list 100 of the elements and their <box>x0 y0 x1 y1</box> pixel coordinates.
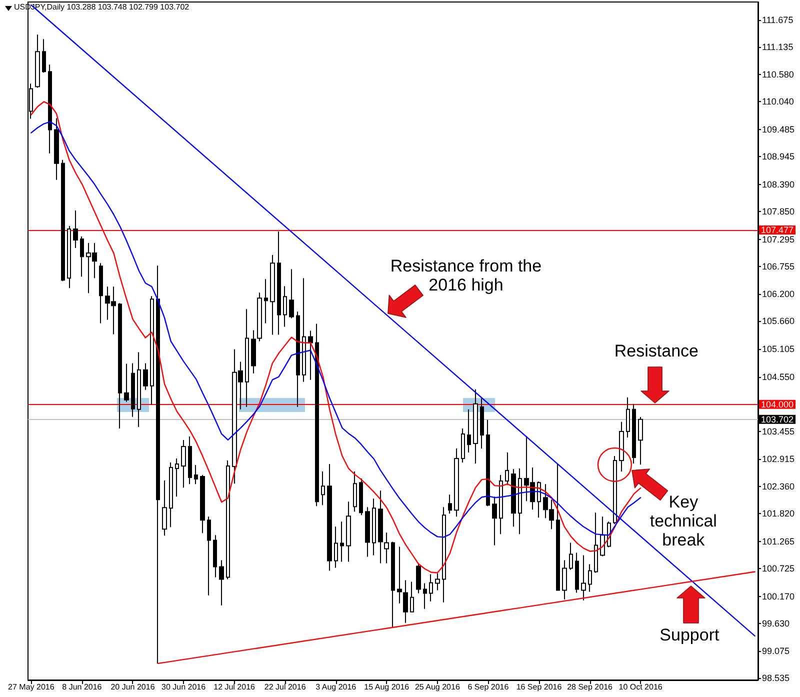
candlestick <box>226 460 230 580</box>
candlestick <box>638 416 643 466</box>
x-tick-label: 20 Jun 2016 <box>110 682 156 692</box>
candlestick <box>372 498 376 556</box>
candlestick <box>505 452 509 486</box>
candlestick <box>156 265 160 664</box>
candlestick <box>289 268 294 319</box>
annotation: Key technical break <box>650 492 717 550</box>
candlestick <box>435 572 440 591</box>
y-tick-label: 99.630 <box>762 618 790 628</box>
y-tick-label: 99.075 <box>762 646 790 656</box>
candlestick <box>257 292 262 342</box>
candlestick <box>99 262 103 324</box>
x-tick-label: 10 Oct 2016 <box>618 682 663 692</box>
candlestick <box>296 311 300 408</box>
candlestick <box>131 362 135 418</box>
y-tick-label: 102.360 <box>762 482 795 492</box>
candlestick <box>169 462 173 528</box>
candlestick <box>340 521 344 562</box>
candlestick <box>499 474 503 535</box>
annotation: Resistance from the 2016 high <box>390 256 542 294</box>
y-tick-label: 100.725 <box>762 564 795 574</box>
y-tick-label: 106.755 <box>762 261 795 272</box>
y-tick-label: 104.550 <box>762 372 795 382</box>
candlestick <box>429 574 433 602</box>
x-tick-label: 8 Jun 2016 <box>62 682 102 692</box>
candlestick <box>334 526 338 568</box>
candlestick <box>42 38 46 74</box>
x-tick-label: 12 Jul 2016 <box>214 682 256 692</box>
candlestick <box>384 532 389 564</box>
candlestick <box>327 464 332 572</box>
ref-line-label: 104.000 <box>761 399 794 410</box>
candlestick <box>270 254 275 336</box>
candlestick <box>562 560 567 600</box>
candlestick <box>175 458 179 498</box>
candlestick <box>575 552 579 594</box>
x-tick-label: 28 Sep 2016 <box>567 682 614 692</box>
candlestick <box>245 308 249 408</box>
candlestick <box>302 278 306 382</box>
candlestick <box>162 480 167 536</box>
x-tick-label: 6 Sep 2016 <box>468 682 510 692</box>
x-tick-label: 27 May 2016 <box>8 682 55 692</box>
candlestick <box>150 296 154 406</box>
candlestick <box>391 541 395 628</box>
candlestick <box>321 471 325 506</box>
candlestick <box>569 542 573 570</box>
candlestick <box>67 225 71 289</box>
candlestick <box>353 471 357 512</box>
candlestick <box>137 352 141 428</box>
x-tick-label: 22 Jul 2016 <box>264 682 306 692</box>
x-tick-label: 30 Jun 2016 <box>162 682 206 692</box>
y-tick-label: 101.265 <box>762 536 795 546</box>
y-tick-label: 107.850 <box>762 206 795 216</box>
candlestick <box>511 468 516 528</box>
candlestick <box>124 363 129 402</box>
y-tick-label: 106.200 <box>762 289 795 300</box>
candlestick <box>118 302 122 429</box>
candlestick <box>594 512 598 574</box>
y-tick-label: 110.580 <box>762 70 794 80</box>
candlestick <box>277 231 281 336</box>
y-tick-label: 102.915 <box>762 454 795 464</box>
y-tick-label: 100.170 <box>762 591 795 602</box>
ref-line-label: 103.702 <box>761 414 794 424</box>
candlestick <box>397 546 402 604</box>
candlestick <box>200 474 205 534</box>
x-tick-label: 16 Sep 2016 <box>516 682 562 692</box>
candlestick <box>600 516 605 557</box>
y-tick-label: 111.675 <box>762 14 794 25</box>
candlestick <box>359 478 363 516</box>
candlestick <box>537 481 541 518</box>
candlestick <box>454 448 459 518</box>
y-tick-label: 105.105 <box>762 344 795 354</box>
candlestick <box>448 494 452 514</box>
candlestick <box>143 362 148 390</box>
candlestick <box>626 396 630 438</box>
candlestick <box>346 501 351 562</box>
candlestick <box>480 398 484 449</box>
candlestick <box>73 210 78 249</box>
candlestick <box>403 580 408 624</box>
y-tick-label: 105.660 <box>762 316 795 326</box>
candlestick <box>619 421 624 472</box>
candlestick <box>467 408 471 453</box>
candlestick <box>181 439 186 488</box>
candlestick <box>35 34 40 88</box>
candlestick <box>613 456 617 525</box>
ref-line-label: 107.477 <box>761 225 794 236</box>
candlestick <box>219 560 224 606</box>
annotation: Support <box>660 626 720 644</box>
x-tick-label: 3 Aug 2016 <box>316 682 357 692</box>
candlestick <box>581 554 586 601</box>
candlestick <box>264 278 268 324</box>
candlestick <box>423 582 427 610</box>
candlestick <box>48 64 52 154</box>
x-tick-label: 25 Aug 2016 <box>414 682 460 692</box>
candlestick <box>518 468 522 535</box>
y-tick-label: 110.040 <box>762 96 794 107</box>
candlestick <box>378 490 383 564</box>
candlestick <box>473 388 478 464</box>
candlestick <box>365 506 370 558</box>
candlestick <box>410 581 414 613</box>
